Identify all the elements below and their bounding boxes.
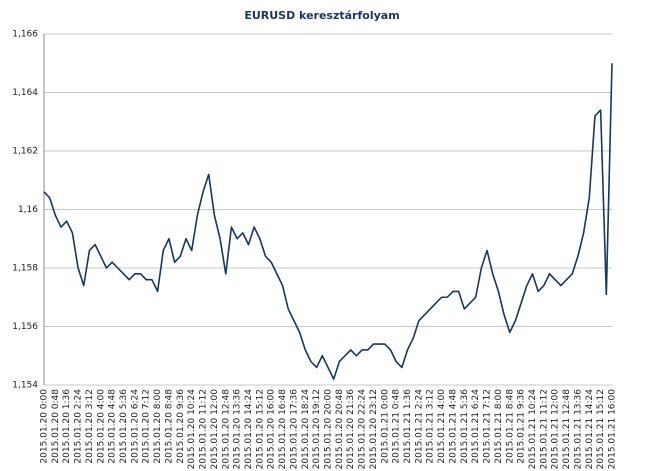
x-tick-label: 2015.01.21 7:12: [483, 389, 493, 464]
x-tick-label: 2015.01.20 4:48: [108, 389, 118, 464]
x-tick-label: 2015.01.21 6:24: [471, 389, 481, 464]
x-tick-label: 2015.01.20 17:36: [289, 389, 299, 470]
x-tick-label: 2015.01.20 16:48: [278, 389, 288, 470]
x-tick-label: 2015.01.20 0:48: [51, 389, 61, 464]
y-tick-label: 1,162: [12, 147, 38, 157]
x-tick-label: 2015.01.20 23:12: [369, 389, 379, 469]
x-tick-label: 2015.01.20 9:36: [176, 389, 186, 464]
x-tick-label: 2015.01.20 19:12: [312, 389, 322, 469]
x-tick-label: 2015.01.21 9:36: [517, 389, 527, 464]
x-tick-label: 2015.01.20 21:36: [346, 389, 356, 470]
x-tick-label: 2015.01.21 4:48: [448, 389, 458, 464]
x-tick-label: 2015.01.20 16:00: [267, 389, 277, 470]
x-tick-label: 2015.01.20 20:48: [335, 389, 345, 470]
x-tick-label: 2015.01.21 5:36: [460, 389, 470, 464]
x-tick-label: 2015.01.21 11:12: [539, 389, 549, 469]
y-tick-label: 1,166: [12, 30, 38, 40]
x-tick-label: 2015.01.20 7:12: [142, 389, 152, 464]
x-tick-label: 2015.01.21 14:24: [585, 389, 595, 470]
x-tick-label: 2015.01.20 2:24: [74, 389, 84, 464]
x-tick-label: 2015.01.20 12:00: [210, 389, 220, 470]
x-tick-label: 2015.01.20 15:12: [255, 389, 265, 469]
chart-title: EURUSD keresztárfolyam: [244, 9, 399, 22]
x-tick-label: 2015.01.20 1:36: [62, 389, 72, 464]
x-tick-label: 2015.01.20 20:00: [324, 389, 334, 470]
x-tick-label: 2015.01.20 11:12: [199, 389, 209, 469]
x-tick-label: 2015.01.21 8:48: [505, 389, 515, 464]
x-tick-label: 2015.01.20 5:36: [119, 389, 129, 464]
x-tick-label: 2015.01.21 8:00: [494, 389, 504, 464]
x-tick-label: 2015.01.21 1:36: [403, 389, 413, 464]
x-tick-label: 2015.01.21 15:12: [596, 389, 606, 469]
x-tick-label: 2015.01.21 0:48: [392, 389, 402, 464]
x-tick-label: 2015.01.21 12:00: [551, 389, 561, 470]
y-tick-label: 1,156: [12, 322, 38, 332]
x-tick-label: 2015.01.21 4:00: [437, 389, 447, 464]
y-tick-label: 1,158: [12, 264, 38, 274]
x-tick-label: 2015.01.20 10:24: [187, 389, 197, 470]
y-tick-label: 1,154: [12, 381, 38, 391]
x-tick-label: 2015.01.20 22:24: [358, 389, 368, 470]
x-tick-label: 2015.01.20 3:12: [85, 389, 95, 464]
y-tick-label: 1,16: [18, 205, 38, 215]
x-tick-label: 2015.01.20 4:00: [96, 389, 106, 464]
x-tick-label: 2015.01.21 2:24: [414, 389, 424, 464]
x-tick-label: 2015.01.20 14:24: [244, 389, 254, 470]
x-tick-label: 2015.01.21 0:00: [380, 389, 390, 464]
x-tick-label: 2015.01.20 18:24: [301, 389, 311, 470]
y-tick-label: 1,164: [12, 88, 38, 98]
x-tick-label: 2015.01.20 12:48: [221, 389, 231, 470]
x-tick-label: 2015.01.20 8:48: [164, 389, 174, 464]
x-tick-label: 2015.01.21 3:12: [426, 389, 436, 464]
x-tick-label: 2015.01.21 12:48: [562, 389, 572, 470]
x-tick-label: 2015.01.21 10:24: [528, 389, 538, 470]
x-tick-label: 2015.01.20 6:24: [130, 389, 140, 464]
x-tick-label: 2015.01.20 0:00: [40, 389, 50, 464]
x-tick-label: 2015.01.21 16:00: [608, 389, 618, 470]
price-line: [43, 63, 613, 380]
x-tick-label: 2015.01.20 13:36: [233, 389, 243, 470]
x-tick-label: 2015.01.20 8:00: [153, 389, 163, 464]
x-tick-label: 2015.01.21 13:36: [573, 389, 583, 470]
